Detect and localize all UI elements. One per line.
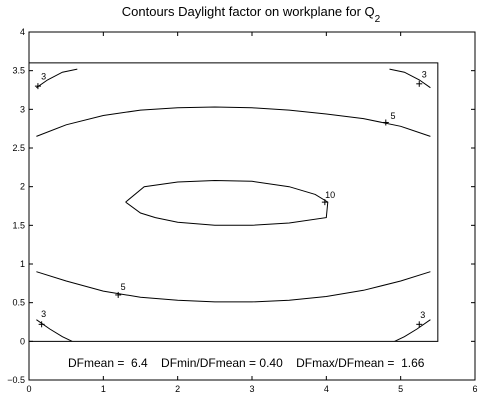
- contour-label-3: 3: [422, 69, 427, 79]
- x-tick-label: 4: [324, 384, 329, 394]
- y-tick-label: 2.5: [12, 143, 25, 153]
- y-tick-label: 3.5: [12, 66, 25, 76]
- contour-line-5: [36, 106, 431, 137]
- contour-line-3: [394, 319, 431, 342]
- contour-label-3: 3: [420, 310, 425, 320]
- y-tick-label: 2: [20, 182, 25, 192]
- y-tick-label: 0.5: [12, 298, 25, 308]
- contour-label-3: 3: [41, 309, 46, 319]
- chart-title-subscript: 2: [375, 14, 381, 25]
- chart-title-main: Contours Daylight factor on workplane fo…: [122, 4, 375, 19]
- stats-annotation: DFmean = 6.4 DFmin/DFmean = 0.40 DFmax/D…: [68, 356, 425, 370]
- contour-label-3: 3: [41, 72, 46, 82]
- contour-line-10: [125, 179, 329, 226]
- contour-line-5: [36, 271, 431, 303]
- y-tick-label: 0: [20, 336, 25, 346]
- y-tick-label: 3: [20, 104, 25, 114]
- y-tick-label: 1.5: [12, 220, 25, 230]
- contour-label-5: 5: [121, 282, 126, 292]
- x-tick-label: 5: [398, 384, 403, 394]
- x-tick-label: 3: [249, 384, 254, 394]
- x-tick-label: 0: [26, 384, 31, 394]
- y-tick-label: −0.5: [7, 375, 25, 385]
- axis-ticks: 0 1 2 3 4 5 6−0.500.511.522.533.54: [7, 27, 477, 394]
- contour-labels-layer: 3 3 3 3 5 5 10: [34, 69, 427, 328]
- x-tick-label: 2: [175, 384, 180, 394]
- contour-label-5: 5: [391, 111, 396, 121]
- x-tick-label: 6: [472, 384, 477, 394]
- y-tick-label: 4: [20, 27, 25, 37]
- x-tick-label: 1: [101, 384, 106, 394]
- contour-line-3: [36, 68, 78, 89]
- room-outline: [28, 62, 439, 342]
- chart-title: Contours Daylight factor on workplane fo…: [122, 4, 381, 25]
- contour-line-3: [389, 68, 431, 89]
- room-outline-layer: [28, 62, 439, 342]
- contour-label-10: 10: [325, 190, 335, 200]
- y-tick-label: 1: [20, 259, 25, 269]
- contour-lines-layer: [36, 68, 431, 342]
- plot-frame: [28, 31, 476, 381]
